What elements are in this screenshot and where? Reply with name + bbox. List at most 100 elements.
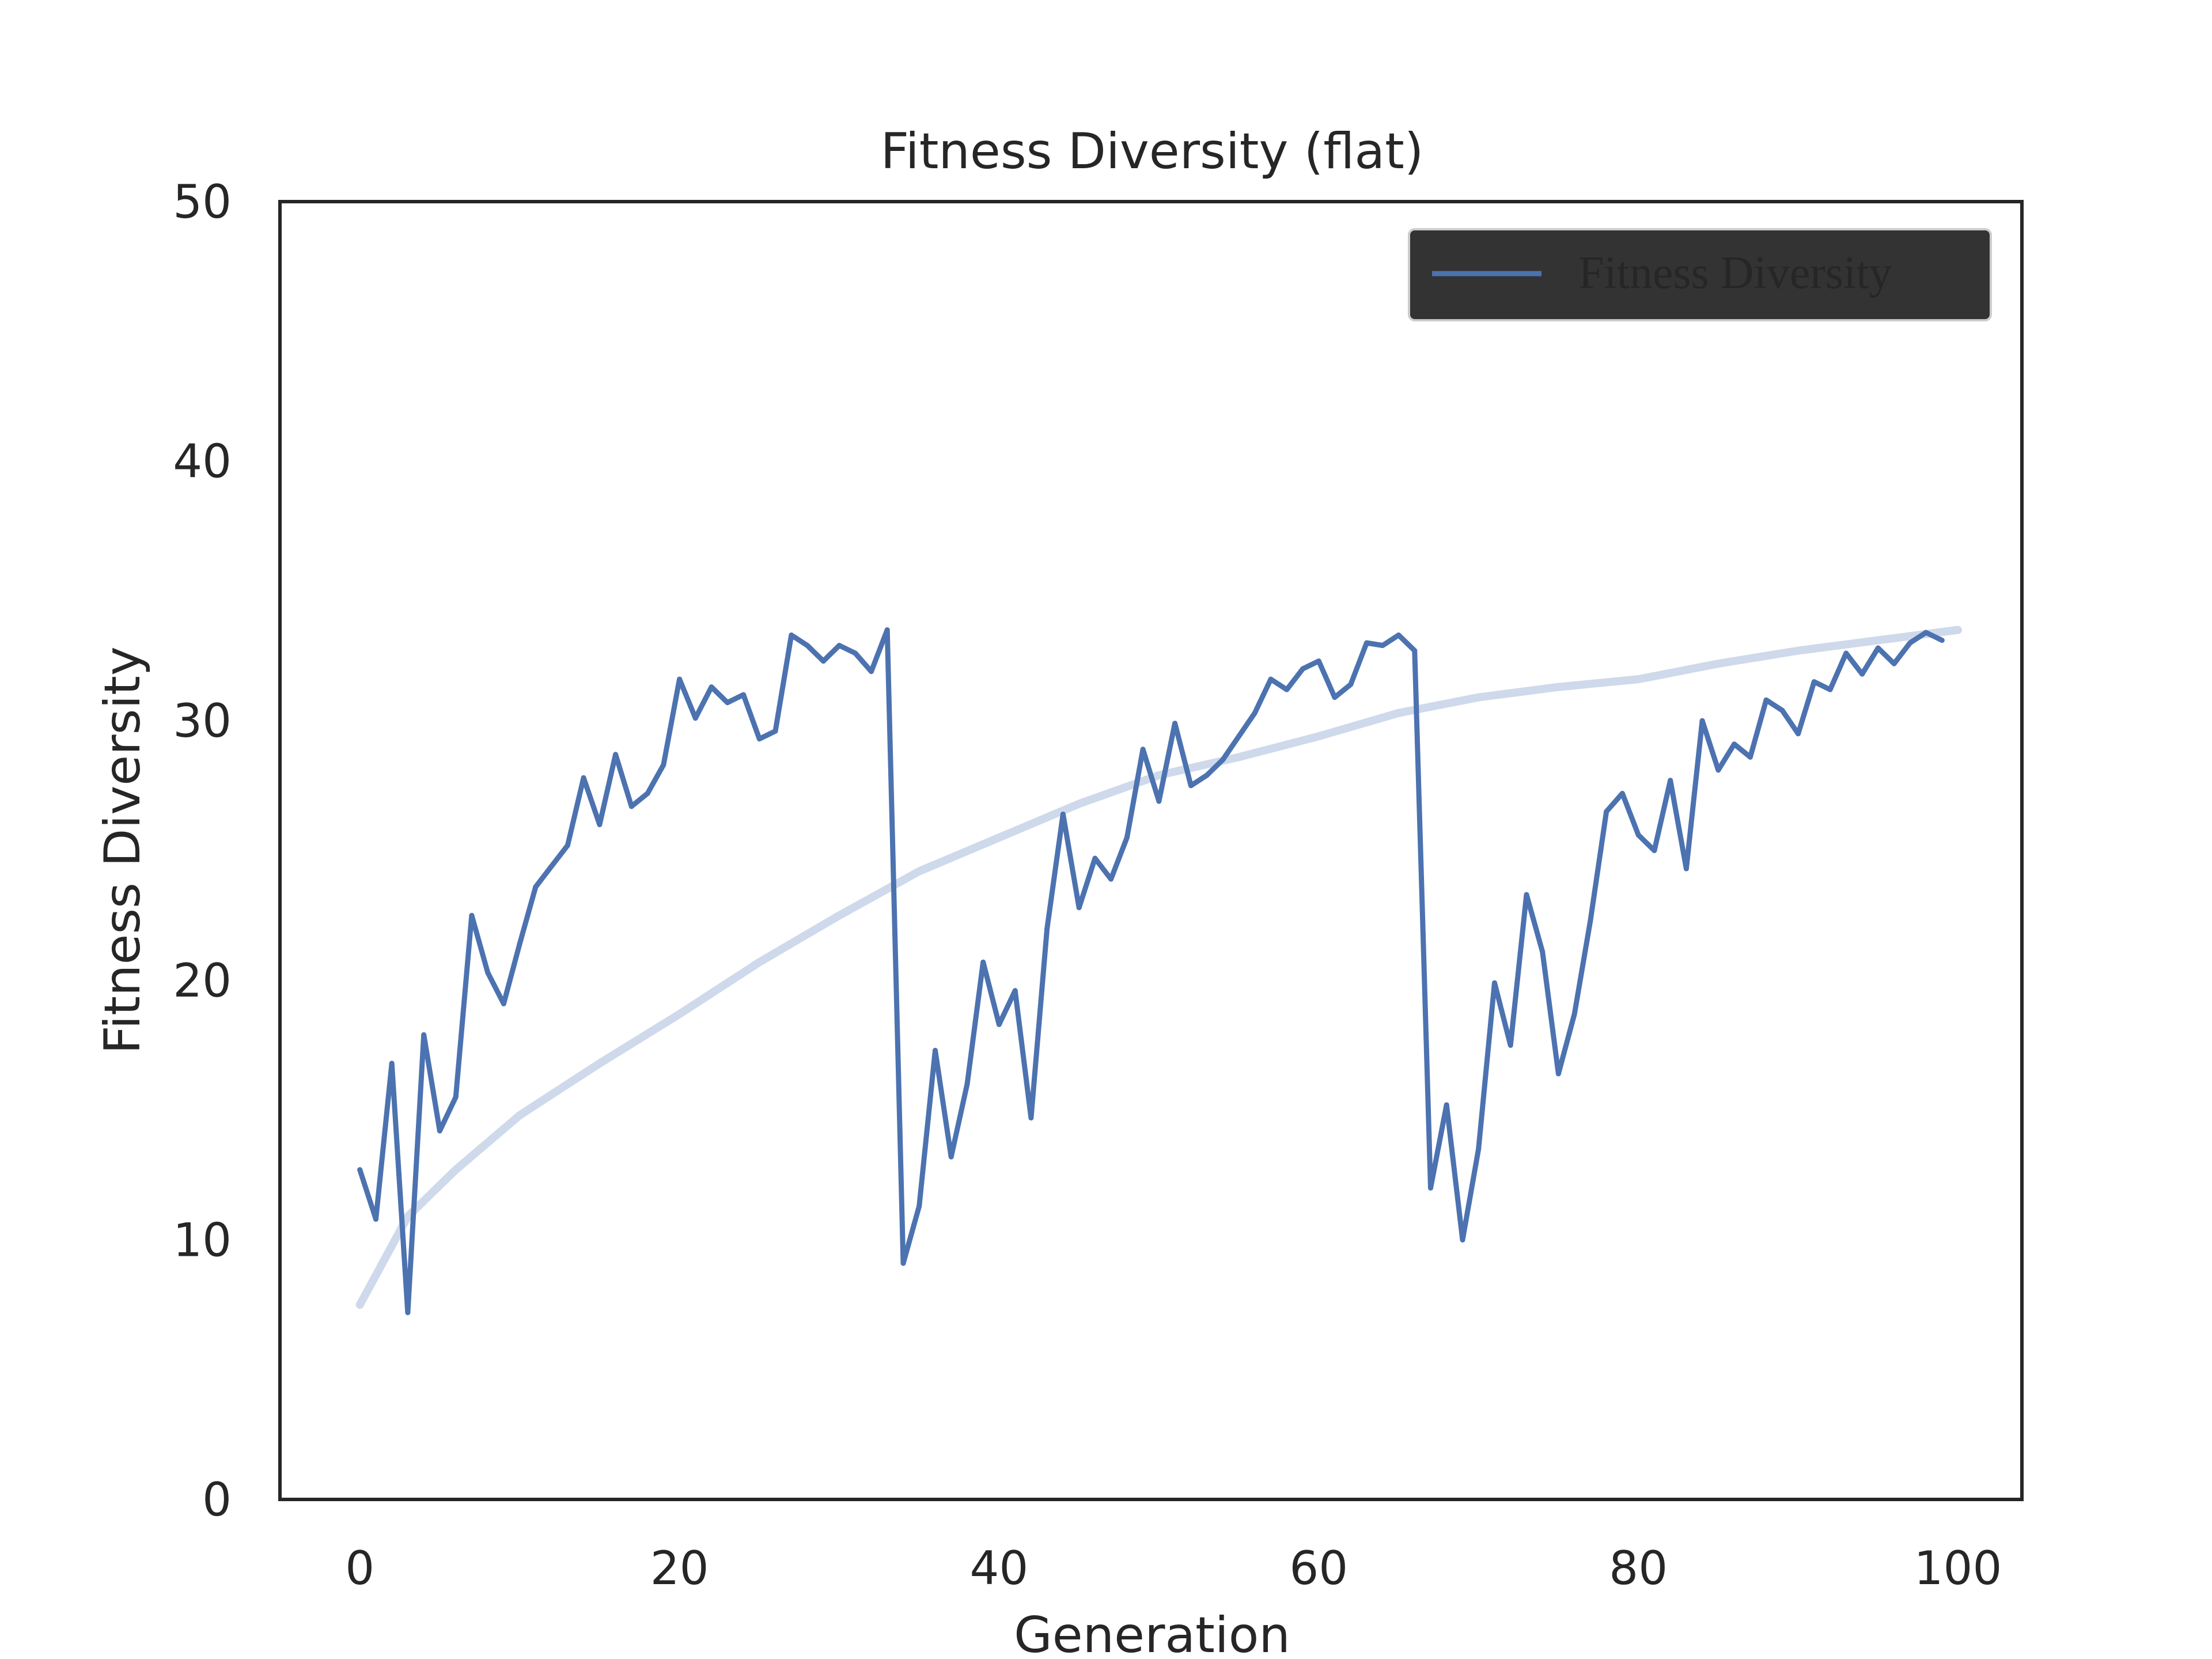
data-point: [836, 643, 842, 648]
y-tick-label: 30: [173, 694, 232, 748]
data-point: [1012, 988, 1018, 994]
data-point: [1188, 783, 1194, 789]
data-point: [756, 736, 762, 742]
data-point: [1891, 661, 1897, 666]
data-point: [1524, 892, 1529, 897]
data-point: [533, 884, 539, 890]
data-point: [1875, 645, 1881, 651]
data-point: [1380, 643, 1385, 648]
x-tick-label: 80: [1609, 1541, 1668, 1595]
data-point: [469, 912, 475, 918]
data-point: [1396, 632, 1402, 638]
data-point: [692, 715, 698, 721]
data-point: [453, 1094, 459, 1100]
x-tick-label: 0: [345, 1541, 374, 1595]
data-point: [980, 959, 986, 965]
y-tick-label: 10: [173, 1213, 232, 1267]
data-point: [709, 684, 714, 690]
y-tick-label: 20: [173, 954, 232, 1007]
data-point: [789, 632, 794, 638]
x-tick-label: 40: [970, 1541, 1029, 1595]
data-point: [1715, 767, 1721, 773]
data-point: [1492, 980, 1497, 986]
data-point: [1508, 1043, 1513, 1048]
x-tick-label: 20: [650, 1541, 709, 1595]
data-point: [1939, 638, 1945, 643]
data-point: [1444, 1102, 1449, 1108]
y-axis: 0 10 20 30 40 50: [173, 175, 232, 1527]
data-point: [933, 1048, 938, 1053]
data-point: [1428, 1185, 1433, 1191]
data-point: [900, 1260, 906, 1266]
trend-band: [355, 626, 1962, 1309]
data-point: [1907, 640, 1913, 646]
data-point: [1092, 855, 1098, 861]
data-point: [485, 969, 491, 975]
data-point: [501, 1001, 506, 1006]
data-point: [1076, 905, 1082, 911]
data-point: [948, 1154, 954, 1160]
data-point: [597, 821, 603, 827]
x-tick-label: 100: [1914, 1541, 2002, 1595]
data-point: [389, 1060, 395, 1066]
data-point: [853, 650, 858, 656]
data-point: [517, 941, 522, 947]
data-point: [1476, 1146, 1482, 1152]
data-point: [373, 1216, 378, 1222]
data-point: [581, 775, 586, 781]
data-point: [1204, 772, 1210, 778]
data-point: [1364, 640, 1369, 646]
plot-area: [355, 626, 1962, 1316]
data-point: [1028, 1115, 1034, 1121]
x-axis: 0 20 40 60 80 100: [345, 1541, 2002, 1595]
data-point: [884, 627, 890, 632]
y-tick-label: 0: [202, 1473, 232, 1527]
data-point: [1796, 731, 1801, 737]
data-point: [565, 843, 570, 848]
data-point: [661, 762, 666, 768]
data-point: [1332, 695, 1338, 700]
chart-title: Fitness Diversity (flat): [881, 123, 1424, 180]
data-point: [549, 863, 555, 869]
data-point: [1300, 666, 1306, 672]
y-axis-label: Fitness Diversity: [94, 646, 151, 1054]
data-point: [1683, 866, 1689, 872]
data-point: [1540, 949, 1546, 955]
data-point: [1044, 926, 1050, 931]
plot-frame: [278, 200, 2024, 1501]
data-point: [1555, 1071, 1561, 1077]
data-point: [1732, 741, 1737, 747]
data-point: [1460, 1237, 1465, 1243]
data-point: [1108, 876, 1114, 882]
data-point: [1172, 721, 1178, 726]
data-point: [1923, 630, 1929, 635]
data-point: [357, 1167, 363, 1173]
data-point: [964, 1081, 970, 1087]
data-point: [645, 790, 650, 796]
data-point: [805, 643, 810, 648]
data-point: [1252, 710, 1257, 716]
data-point: [613, 752, 619, 757]
y-tick-label: 50: [173, 175, 232, 229]
data-point: [1140, 747, 1146, 752]
data-point: [1843, 650, 1849, 656]
legend-label: Fitness Diversity: [1578, 248, 1892, 298]
data-point: [1859, 671, 1865, 677]
data-point: [1763, 697, 1769, 703]
data-point: [1604, 809, 1609, 815]
data-point: [1827, 687, 1833, 692]
data-point: [1124, 835, 1130, 840]
data-point: [437, 1128, 442, 1134]
data-point: [1635, 832, 1641, 838]
data-point: [1699, 718, 1705, 724]
data-point: [1652, 848, 1657, 853]
data-point: [405, 1310, 411, 1316]
y-tick-label: 40: [173, 435, 232, 488]
data-point: [1619, 790, 1625, 796]
legend-box: [1408, 228, 1992, 321]
data-point: [1316, 658, 1321, 664]
data-point: [1588, 918, 1593, 923]
data-point: [996, 1021, 1002, 1027]
data-point: [1412, 648, 1418, 653]
